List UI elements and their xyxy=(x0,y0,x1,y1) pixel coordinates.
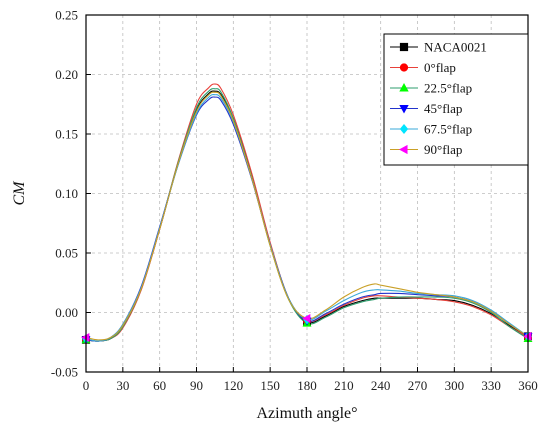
x-tick-label: 90 xyxy=(190,378,203,393)
x-tick-label: 210 xyxy=(334,378,354,393)
y-tick-label: 0.20 xyxy=(55,67,78,82)
x-axis-ticks: 0 30 60 90 120 150 180 210 240 270 300 330 360 xyxy=(83,367,538,393)
y-tick-label: 0.05 xyxy=(55,246,78,261)
x-tick-label: 180 xyxy=(297,378,317,393)
legend-label: 45°flap xyxy=(424,101,462,116)
x-tick-label: 60 xyxy=(153,378,166,393)
y-tick-label: 0.00 xyxy=(55,305,78,320)
legend-marker xyxy=(399,42,409,52)
legend-label: 22.5°flap xyxy=(424,81,472,96)
series-lines xyxy=(85,83,529,342)
legend-box xyxy=(383,33,529,166)
legend-label: 90°flap xyxy=(424,142,462,157)
legend-label: 67.5°flap xyxy=(424,122,472,137)
x-tick-label: 150 xyxy=(260,378,280,393)
y-tick-label: -0.05 xyxy=(51,365,78,380)
x-tick-label: 240 xyxy=(371,378,391,393)
y-tick-label: 0.10 xyxy=(55,186,78,201)
series-line-5 xyxy=(85,91,529,341)
legend: NACA0021 0°flap 22.5°flap 45°flap 67.5°flap 9… xyxy=(383,33,529,166)
legend-marker xyxy=(399,83,409,92)
legend-label: NACA0021 xyxy=(424,40,487,55)
y-tick-label: 0.25 xyxy=(55,8,78,23)
data-point xyxy=(302,313,311,323)
legend-marker xyxy=(399,144,408,155)
x-tick-label: 300 xyxy=(445,378,465,393)
x-tick-label: 0 xyxy=(83,378,90,393)
y-tick-label: 0.15 xyxy=(55,127,78,142)
x-tick-label: 330 xyxy=(481,378,501,393)
y-axis-label: CM xyxy=(11,180,28,206)
y-axis-ticks: -0.05 0.00 0.05 0.10 0.15 0.20 0.25 xyxy=(51,8,91,380)
x-tick-label: 270 xyxy=(408,378,428,393)
x-axis-label: Azimuth angle° xyxy=(256,405,357,422)
x-tick-label: 360 xyxy=(518,378,538,393)
legend-marker xyxy=(399,123,409,135)
x-tick-label: 120 xyxy=(224,378,244,393)
x-tick-label: 30 xyxy=(116,378,129,393)
legend-label: 0°flap xyxy=(424,60,456,75)
legend-marker xyxy=(399,104,409,114)
legend-marker xyxy=(399,63,409,72)
